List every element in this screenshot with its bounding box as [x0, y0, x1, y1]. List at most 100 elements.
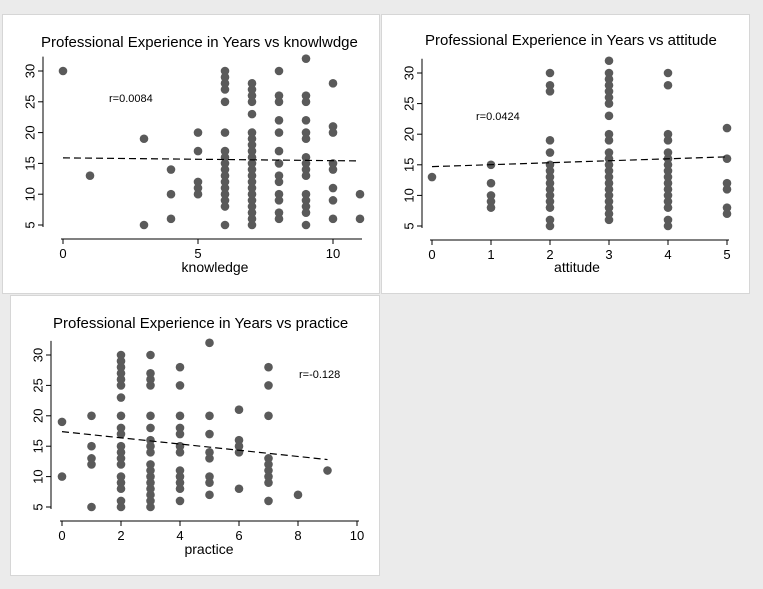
scatter-point	[722, 123, 732, 133]
scatter-point	[663, 80, 673, 90]
scatter-point	[247, 140, 257, 150]
scatter-point	[264, 496, 273, 506]
scatter-point	[116, 447, 126, 457]
scatter-point	[301, 196, 311, 205]
scatter-point	[301, 220, 311, 230]
scatter-point	[234, 405, 244, 415]
scatter-point	[247, 220, 257, 230]
scatter-point	[220, 189, 230, 199]
scatter-point	[205, 454, 214, 463]
scatter-point	[264, 454, 273, 463]
x-tick-label: 5	[194, 246, 201, 261]
scatter-point	[247, 214, 257, 224]
scatter-point	[328, 128, 338, 137]
x-tick-label: 4	[664, 247, 671, 262]
chart-svg-knowledge: Professional Experience in Years vs know…	[22, 34, 365, 275]
scatter-point	[328, 159, 338, 168]
scatter-point	[301, 134, 311, 144]
scatter-point	[328, 183, 338, 193]
chart-title: Professional Experience in Years vs atti…	[425, 32, 717, 49]
scatter-point	[87, 502, 96, 512]
scatter-point	[427, 172, 437, 182]
scatter-point	[205, 338, 214, 348]
scatter-point	[604, 191, 614, 200]
scatter-point	[175, 472, 185, 481]
scatter-point	[486, 178, 496, 188]
scatter-point	[545, 80, 555, 90]
scatter-point	[663, 197, 673, 206]
scatter-point	[247, 97, 257, 107]
scatter-point	[293, 490, 303, 500]
scatter-point	[274, 146, 284, 156]
scatter-point	[205, 429, 214, 439]
x-tick-label: 8	[294, 528, 301, 543]
y-tick-label: 20	[401, 127, 416, 141]
scatter-point	[247, 183, 257, 193]
scatter-point	[247, 79, 257, 88]
scatter-point	[274, 66, 284, 76]
scatter-point	[545, 172, 555, 182]
scatter-point	[220, 171, 230, 181]
scatter-point	[146, 375, 155, 384]
scatter-point	[545, 148, 555, 157]
scatter-point	[193, 177, 203, 187]
y-tick-label: 5	[30, 503, 45, 510]
scatter-point	[116, 441, 126, 451]
scatter-point	[247, 189, 257, 199]
scatter-point	[146, 368, 155, 378]
scatter-point	[663, 160, 673, 170]
scatter-point	[116, 423, 126, 433]
scatter-point	[116, 454, 126, 463]
scatter-point	[116, 350, 126, 360]
scatter-point	[301, 115, 311, 125]
y-tick-label: 15	[30, 439, 45, 453]
scatter-point	[57, 417, 67, 427]
scatter-point	[139, 134, 149, 144]
x-tick-label: 5	[723, 247, 730, 262]
scatter-point	[722, 203, 732, 212]
scatter-point	[116, 478, 126, 487]
scatter-point	[545, 221, 555, 231]
scatter-point	[301, 202, 311, 211]
y-tick-label: 5	[22, 221, 37, 228]
scatter-point	[116, 356, 126, 366]
scatter-point	[85, 171, 95, 181]
y-tick-label: 30	[22, 64, 37, 78]
scatter-point	[116, 375, 126, 384]
scatter-point	[274, 91, 284, 100]
scatter-point	[274, 97, 284, 107]
scatter-point	[663, 184, 673, 194]
chart-annotation: r=0.0424	[476, 111, 520, 123]
scatter-point	[328, 122, 338, 131]
scatter-point	[274, 159, 284, 168]
scatter-point	[604, 136, 614, 145]
scatter-point	[604, 87, 614, 96]
scatter-point	[604, 111, 614, 121]
scatter-point	[486, 203, 496, 212]
scatter-point	[722, 209, 732, 219]
scatter-point	[663, 166, 673, 176]
scatter-point	[722, 154, 732, 163]
scatter-point	[663, 136, 673, 145]
scatter-point	[604, 74, 614, 84]
scatter-point	[264, 472, 273, 481]
scatter-point	[274, 196, 284, 205]
x-tick-label: 0	[59, 246, 66, 261]
chart-annotation: r=-0.128	[299, 369, 340, 381]
scatter-point	[274, 208, 284, 217]
chart-title: Professional Experience in Years vs prac…	[53, 315, 348, 332]
y-tick-label: 25	[22, 95, 37, 109]
scatter-point	[220, 165, 230, 174]
x-tick-label: 4	[176, 528, 183, 543]
scatter-point	[274, 214, 284, 224]
scatter-point	[247, 159, 257, 168]
scatter-point	[247, 196, 257, 205]
scatter-point	[604, 68, 614, 78]
scatter-point	[604, 80, 614, 90]
scatter-point	[220, 146, 230, 156]
scatter-point	[116, 393, 126, 402]
scatter-point	[205, 478, 214, 487]
scatter-point	[301, 165, 311, 174]
scatter-point	[116, 484, 126, 494]
y-tick-label: 10	[401, 188, 416, 202]
